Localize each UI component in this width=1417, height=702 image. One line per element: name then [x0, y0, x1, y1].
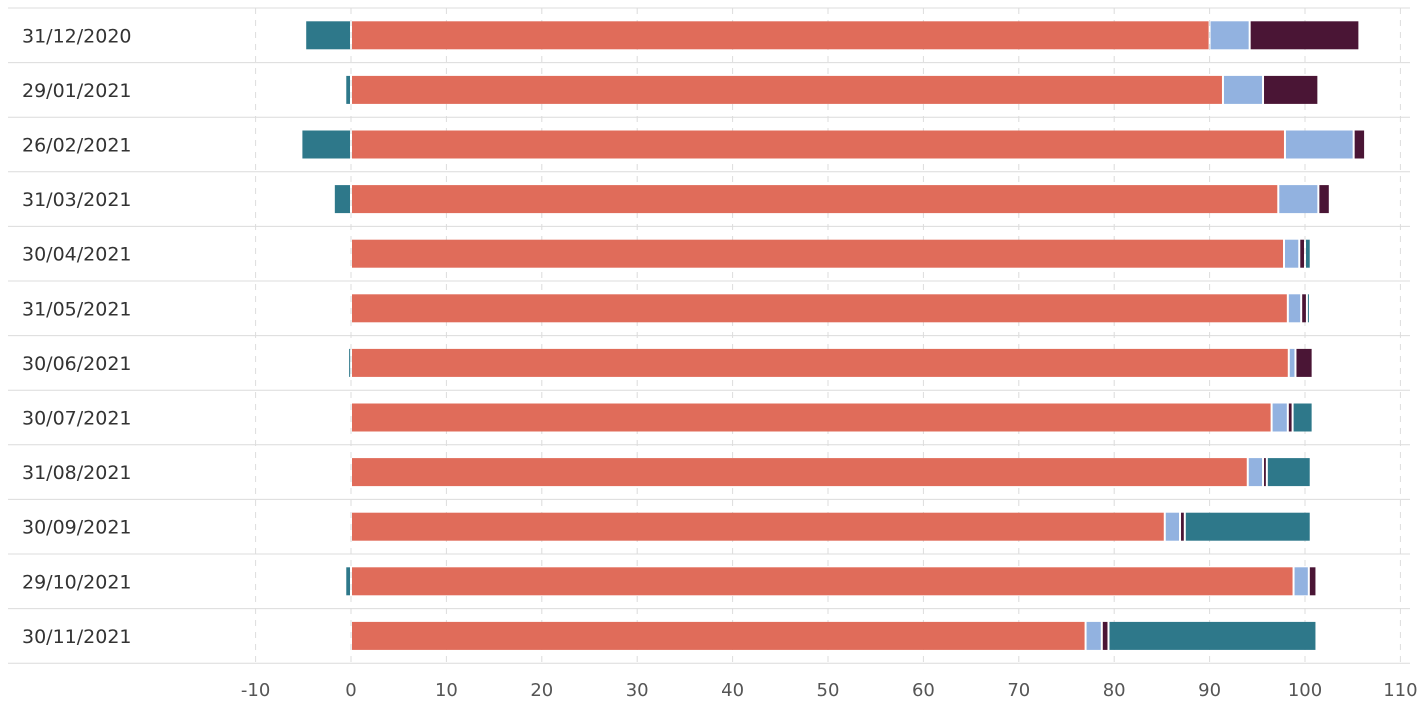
bar-segment — [1300, 239, 1304, 268]
bar-segment — [302, 130, 350, 159]
bar-segment — [349, 348, 351, 377]
bar-segment — [1296, 348, 1312, 377]
bar-segment — [1302, 294, 1306, 323]
bar-segment — [1309, 567, 1316, 596]
bar-segment — [352, 348, 1288, 377]
category-labels: 31/12/2020 29/01/2021 26/02/2021 31/03/2021… — [22, 25, 132, 648]
bar-segment — [1354, 130, 1365, 159]
category-label: 31/08/2021 — [22, 462, 132, 484]
category-label: 30/09/2021 — [22, 517, 132, 539]
bar-segment — [1285, 239, 1299, 268]
bar-segment — [1307, 294, 1309, 323]
bar-segment — [1267, 458, 1310, 487]
category-label: 30/07/2021 — [22, 408, 132, 430]
bar-segment — [1210, 21, 1249, 50]
bar-segment — [1288, 294, 1301, 323]
bar-segment — [352, 75, 1222, 104]
x-tick-label: 110 — [1383, 680, 1417, 701]
bar-segment — [1223, 75, 1263, 104]
category-label: 30/06/2021 — [22, 353, 132, 375]
bar-segment — [352, 512, 1164, 541]
bar-segment — [352, 239, 1284, 268]
bar-segment — [352, 621, 1085, 650]
category-label: 31/03/2021 — [22, 189, 132, 211]
bar-segment — [1086, 621, 1101, 650]
bar-segment — [346, 567, 350, 596]
bar-segment — [346, 75, 350, 104]
x-tick-label: 70 — [1007, 680, 1030, 701]
bar-segment — [352, 403, 1271, 432]
category-label: 26/02/2021 — [22, 135, 132, 157]
bar-segment — [352, 130, 1284, 159]
bar-segment — [334, 185, 350, 214]
bar-segment — [1248, 458, 1263, 487]
x-tick-label: 80 — [1103, 680, 1126, 701]
bar-segment — [1181, 512, 1184, 541]
x-tick-label: 0 — [345, 680, 356, 701]
bar-segment — [352, 21, 1209, 50]
bar-segment — [1319, 185, 1329, 214]
bar-segment — [1272, 403, 1287, 432]
bar-segment — [1102, 621, 1108, 650]
row-separators — [8, 7, 1410, 664]
x-tick-label: 10 — [435, 680, 458, 701]
bar-segment — [352, 567, 1293, 596]
category-label: 29/01/2021 — [22, 80, 132, 102]
bar-segment — [1264, 458, 1266, 487]
x-tick-label: -10 — [241, 680, 270, 701]
bar-segment — [306, 21, 350, 50]
bar-segment — [1109, 621, 1316, 650]
bar-segment — [352, 458, 1247, 487]
bar-segment — [1293, 403, 1312, 432]
x-axis-ticks: -10 0 10 20 30 40 50 60 70 80 90 100 110 — [241, 680, 1417, 701]
category-label: 30/04/2021 — [22, 244, 132, 266]
bars — [302, 21, 1365, 650]
bar-segment — [352, 185, 1278, 214]
x-tick-label: 30 — [626, 680, 649, 701]
category-label: 29/10/2021 — [22, 571, 132, 593]
bar-segment — [1306, 239, 1310, 268]
x-tick-label: 90 — [1198, 680, 1221, 701]
bar-segment — [1250, 21, 1359, 50]
x-tick-label: 40 — [721, 680, 744, 701]
bar-segment — [1288, 403, 1292, 432]
x-tick-label: 20 — [530, 680, 553, 701]
bar-segment — [1165, 512, 1180, 541]
x-tick-label: 50 — [817, 680, 840, 701]
bar-segment — [1294, 567, 1308, 596]
category-label: 31/05/2021 — [22, 298, 132, 320]
bar-segment — [1264, 75, 1318, 104]
bar-segment — [1285, 130, 1353, 159]
bar-segment — [352, 294, 1287, 323]
bar-segment — [1279, 185, 1318, 214]
bar-segment — [1289, 348, 1295, 377]
x-tick-label: 60 — [912, 680, 935, 701]
category-label: 30/11/2021 — [22, 626, 132, 648]
bar-segment — [1185, 512, 1310, 541]
category-label: 31/12/2020 — [22, 25, 132, 47]
x-tick-label: 100 — [1288, 680, 1322, 701]
